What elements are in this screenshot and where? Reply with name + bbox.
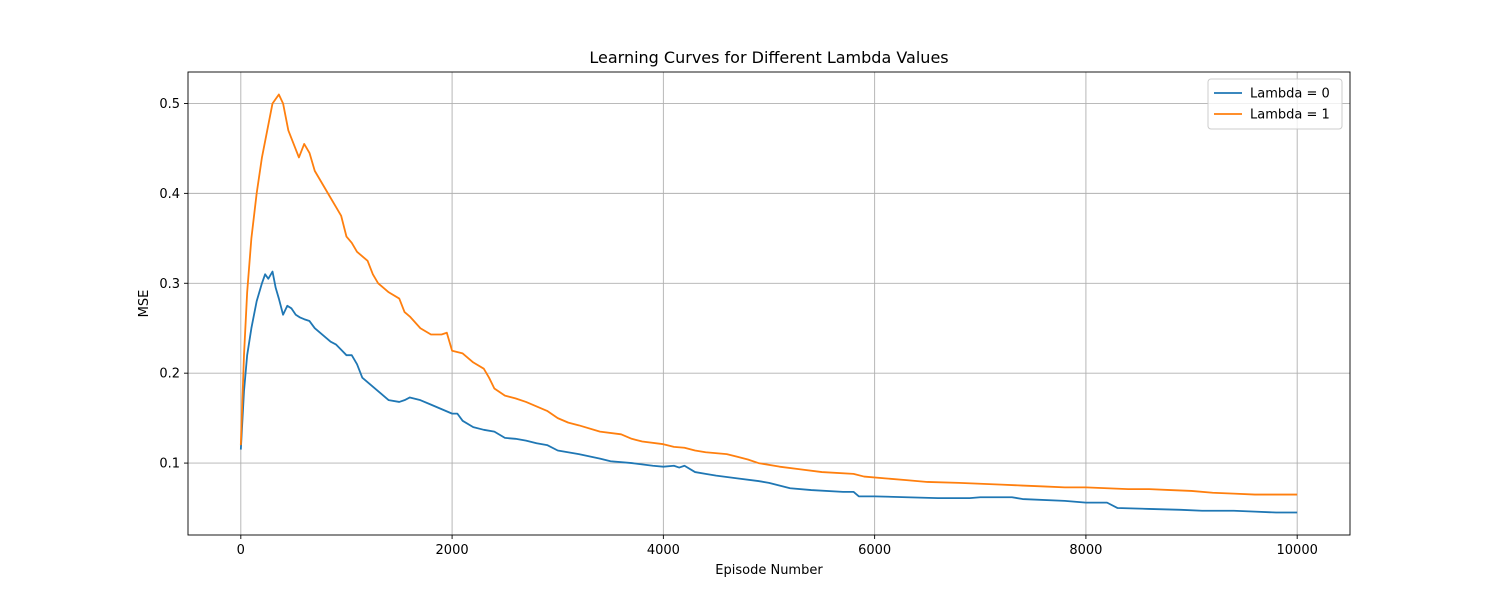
- chart-title: Learning Curves for Different Lambda Val…: [589, 48, 948, 67]
- x-tick-label: 0: [237, 543, 245, 558]
- series-line-lambda-1: [239, 93, 1298, 496]
- y-axis-label: MSE: [137, 290, 152, 318]
- x-tick-label: 2000: [436, 543, 469, 558]
- grid-lines: [188, 72, 1350, 535]
- y-tick-label: 0.5: [159, 97, 180, 112]
- x-tick-label: 8000: [1069, 543, 1102, 558]
- legend-entry-label: Lambda = 0: [1250, 87, 1330, 102]
- y-tick-label: 0.4: [159, 187, 180, 202]
- legend-box: [1207, 78, 1343, 130]
- legend-entry-label: Lambda = 1: [1250, 108, 1330, 123]
- y-tick-label: 0.1: [159, 457, 180, 472]
- x-tick-label: 4000: [647, 543, 680, 558]
- y-tick-label: 0.2: [159, 367, 180, 382]
- axis-ticks: 0 2000 4000 6000 8000 10000 0.1 0.2 0.3 0.4 0.5: [159, 97, 1318, 558]
- legend: Lambda = 0 Lambda = 1: [1207, 78, 1343, 130]
- series-line-lambda-0: [239, 270, 1298, 514]
- series-lines: [239, 93, 1298, 514]
- x-tick-label: 6000: [858, 543, 891, 558]
- plot-area-frame: [187, 71, 1351, 536]
- x-axis-label: Episode Number: [715, 563, 823, 578]
- y-tick-label: 0.3: [159, 277, 180, 292]
- x-tick-label: 10000: [1277, 543, 1318, 558]
